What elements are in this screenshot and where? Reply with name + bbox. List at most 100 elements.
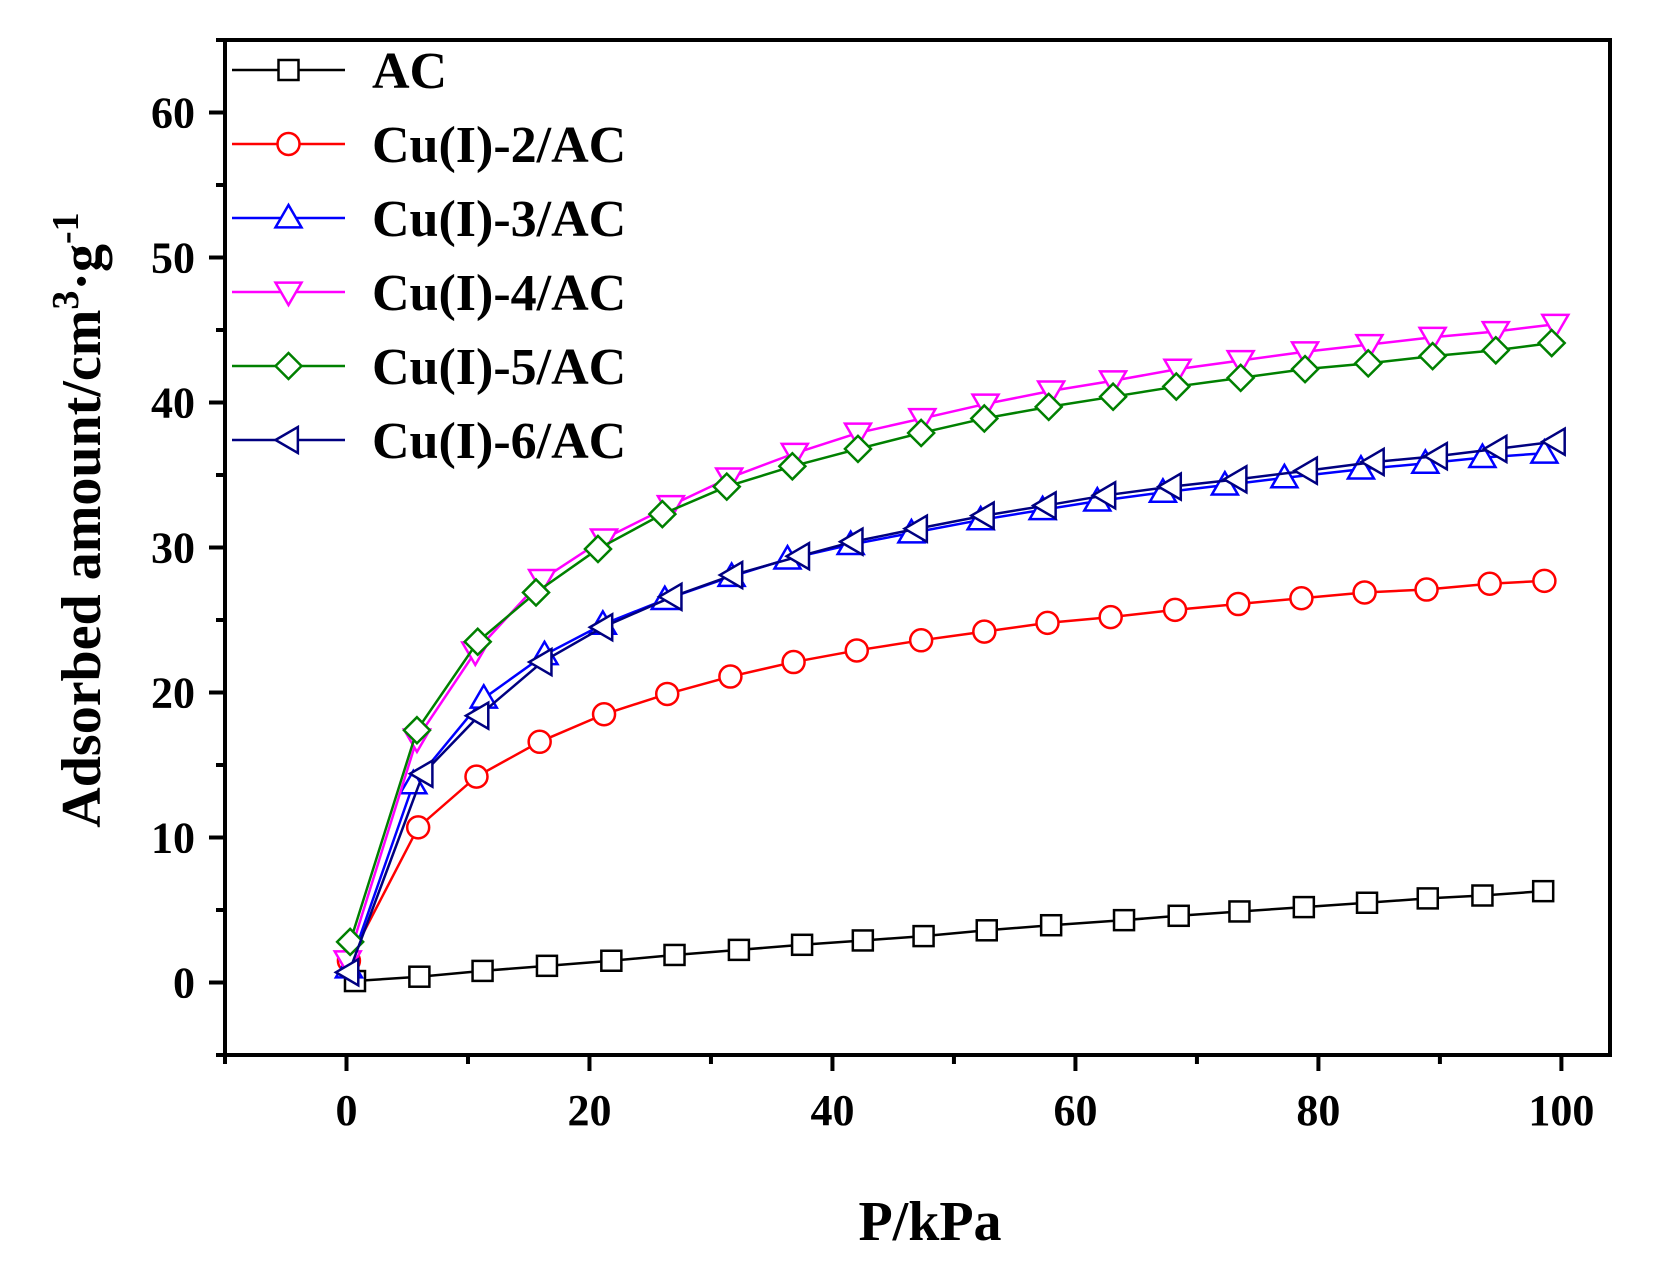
series-layer (332, 313, 1571, 993)
data-point (912, 924, 935, 948)
data-point (1289, 341, 1321, 368)
legend-marker (273, 351, 304, 381)
y-tick-label: 0 (173, 959, 195, 1008)
data-point (711, 471, 742, 502)
data-point (975, 919, 998, 942)
x-tick-label: 100 (1528, 1086, 1594, 1135)
data-point (1352, 580, 1377, 605)
data-point (1345, 453, 1377, 480)
data-point (1417, 341, 1448, 371)
data-point (777, 451, 808, 482)
data-point (1039, 913, 1063, 937)
data-point (1292, 895, 1316, 919)
data-point (843, 434, 873, 464)
data-point (790, 933, 814, 957)
series-0 (343, 879, 1555, 993)
legend-item: Cu(I)-5/AC (232, 339, 626, 396)
data-point (462, 626, 493, 657)
data-point (1161, 371, 1192, 402)
data-point (587, 612, 614, 643)
data-point (972, 619, 997, 644)
data-point (1291, 455, 1319, 486)
data-point (654, 681, 680, 707)
data-point (902, 513, 929, 544)
data-point (526, 646, 553, 678)
data-point (1481, 433, 1508, 465)
data-point (1355, 891, 1379, 914)
data-point (1030, 490, 1057, 521)
legend-label: Cu(I)-3/AC (372, 191, 626, 248)
legend-label: Cu(I)-2/AC (372, 117, 626, 174)
data-point (906, 418, 936, 448)
data-point (407, 758, 434, 789)
data-point (1098, 381, 1128, 412)
legend-label: AC (372, 43, 447, 100)
data-point (718, 664, 743, 689)
legend-item: AC (232, 43, 447, 100)
data-point (1167, 904, 1190, 928)
data-point (333, 957, 360, 988)
data-point (647, 499, 678, 529)
data-point (656, 581, 683, 612)
data-point (1481, 335, 1511, 366)
data-point (1033, 392, 1064, 422)
legend-label: Cu(I)-5/AC (372, 339, 626, 396)
data-point (1353, 348, 1384, 379)
y-axis-title-main: Adsorbed amount/cm (51, 310, 113, 828)
x-tick-label: 0 (335, 1086, 357, 1135)
data-point (1228, 900, 1251, 923)
data-point (1529, 437, 1560, 464)
x-tick-label: 60 (1053, 1086, 1097, 1135)
x-tick-label: 80 (1296, 1086, 1340, 1135)
data-point (1477, 571, 1502, 596)
data-point (837, 526, 864, 557)
data-point (1269, 462, 1300, 489)
data-point (1417, 326, 1448, 353)
y-tick-label: 40 (151, 379, 195, 428)
legend-marker (273, 281, 304, 308)
data-point (591, 702, 617, 727)
legend-marker (273, 424, 300, 456)
y-axis-title-sup2: -1 (45, 212, 87, 244)
data-point (583, 534, 613, 564)
data-point (535, 954, 559, 978)
data-point (1414, 577, 1439, 602)
data-point (1225, 349, 1256, 376)
data-point (1358, 446, 1385, 478)
x-tick-label: 40 (810, 1086, 854, 1135)
data-point (1225, 591, 1251, 617)
series-5 (333, 426, 1566, 988)
legend-item: Cu(I)-6/AC (232, 413, 626, 470)
y-axis-title-mid: ·g (51, 244, 113, 291)
data-point (527, 729, 552, 755)
y-axis-title-sup1: 3 (45, 291, 87, 310)
data-point (1531, 879, 1555, 903)
data-point (1155, 471, 1183, 502)
data-point (408, 965, 431, 988)
data-point (521, 577, 551, 608)
series-4 (335, 328, 1567, 957)
legend-label: Cu(I)-6/AC (372, 413, 626, 470)
legend-marker (273, 202, 304, 229)
y-tick-label: 10 (151, 814, 195, 863)
legend-item: Cu(I)-2/AC (232, 117, 626, 174)
data-point (717, 559, 744, 591)
data-point (464, 764, 489, 789)
data-point (1035, 380, 1067, 407)
data-point (463, 700, 490, 731)
x-axis-title: P/kPa (858, 1191, 1001, 1253)
legend-label: Cu(I)-4/AC (372, 265, 626, 322)
data-point (1467, 442, 1498, 469)
data-point (1221, 464, 1248, 495)
data-point (402, 715, 432, 745)
x-tick-label: 20 (567, 1086, 611, 1135)
legend-marker (277, 58, 300, 82)
data-point (1540, 313, 1571, 340)
series-line (347, 452, 1545, 969)
data-point (968, 500, 995, 531)
y-tick-label: 30 (151, 524, 195, 573)
data-point (1035, 610, 1060, 636)
data-point (663, 943, 686, 967)
data-point (1536, 328, 1567, 358)
data-point (1162, 597, 1188, 623)
